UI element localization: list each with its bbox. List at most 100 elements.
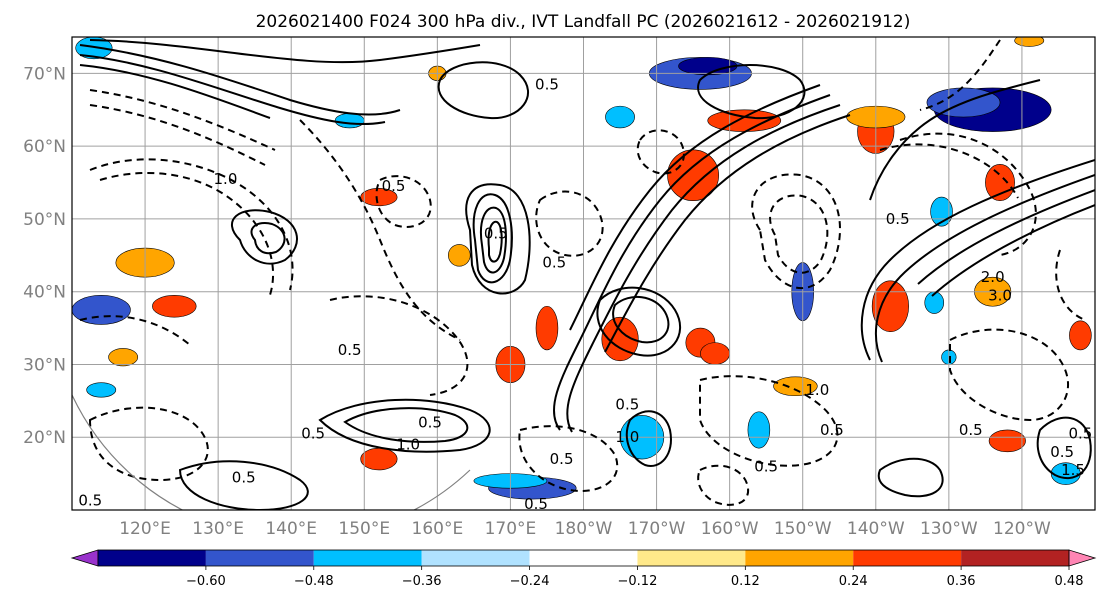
contour-label: 1.0	[214, 170, 238, 188]
contour-line	[875, 174, 1095, 363]
longitude-label: 180°W	[555, 519, 613, 539]
map-panel: 0.5 0.5 0.5 0.5 0.5 1.0 1.0 0.5 0.5 1.0 0.5 0.5 1.0 0…	[23, 36, 1096, 539]
contour-label: 0.5	[615, 395, 639, 413]
contour-label: 0.5	[1068, 425, 1092, 443]
colorbar-labels: −0.60 −0.48 −0.36 −0.24 −0.12 0.12 0.24 0.36 0.4…	[186, 566, 1084, 589]
contour-label: 1.5	[1061, 461, 1085, 479]
latitude-label: 70°N	[23, 64, 66, 84]
contour-line	[465, 183, 531, 295]
longitude-label: 120°E	[119, 519, 171, 539]
contour-line	[250, 222, 286, 255]
shaded-area	[152, 295, 197, 318]
longitude-labels: 120°E 130°E 140°E 150°E 160°E 170°E 180°W 170°W…	[119, 519, 1051, 539]
contour-label: 0.5	[232, 468, 256, 486]
contour-line	[89, 158, 294, 291]
contour-line	[518, 425, 619, 492]
contour-line	[899, 132, 1037, 256]
latitude-label: 20°N	[23, 428, 66, 448]
contour-line	[869, 79, 1041, 201]
contour-line	[879, 143, 1019, 199]
contour-line	[699, 375, 839, 467]
contour-label: 0.5	[382, 177, 406, 195]
colorbar-segment	[205, 550, 314, 566]
colorbar-label: −0.36	[402, 574, 442, 589]
shaded-area	[871, 280, 909, 333]
contour-line	[329, 295, 469, 396]
contour-line	[79, 54, 386, 125]
contour-line	[487, 220, 503, 263]
contour-line	[480, 206, 507, 274]
map-frame	[71, 36, 1096, 511]
shaded-area	[108, 348, 139, 367]
contour-label: 0.5	[484, 224, 508, 242]
contour-label: 2.0	[981, 268, 1005, 286]
contour-label: 0.5	[524, 495, 548, 513]
colorbar-extend-min	[70, 549, 99, 567]
contour-line	[949, 328, 1070, 422]
colorbar-segment	[529, 550, 638, 566]
colorbar-segment	[853, 550, 962, 566]
contour-line	[1036, 416, 1092, 480]
contour-label: 1.0	[805, 381, 829, 399]
ivt-contours	[79, 39, 1095, 510]
contour-line	[79, 64, 271, 119]
contour-line	[751, 173, 841, 289]
contour-line	[89, 39, 481, 64]
shaded-area	[360, 447, 398, 471]
contour-labels: 0.5 0.5 0.5 0.5 0.5 1.0 1.0 0.5 0.5 1.0 0.5 0.5 1.0 0…	[78, 75, 1092, 513]
colorbar-label: −0.48	[294, 574, 334, 589]
longitude-label: 150°W	[774, 519, 832, 539]
contour-line	[535, 190, 604, 257]
contour-line	[596, 286, 681, 357]
contour-label: 0.5	[754, 457, 778, 475]
colorbar-segment	[98, 550, 206, 566]
contour-line	[917, 189, 1095, 285]
contour-line	[625, 410, 672, 467]
latitude-label: 40°N	[23, 283, 66, 303]
shaded-area	[700, 342, 730, 365]
shaded-area	[535, 305, 559, 351]
colorbar-extend-max	[1068, 549, 1097, 567]
contour-line	[919, 39, 1001, 111]
colorbar-label: 0.36	[947, 574, 976, 589]
contour-label: 0.5	[550, 450, 574, 468]
contour-label: 0.5	[535, 75, 559, 93]
contour-line	[697, 64, 806, 120]
contour-line	[299, 119, 461, 341]
contour-line	[178, 460, 309, 510]
longitude-label: 150°E	[338, 519, 390, 539]
contour-line	[318, 398, 491, 453]
shaded-area	[707, 109, 782, 132]
contour-label: 0.5	[886, 210, 910, 228]
shaded-area	[773, 376, 818, 397]
contour-line	[769, 194, 829, 274]
shaded-area	[747, 411, 771, 449]
shaded-area	[601, 316, 639, 362]
contour-line	[636, 129, 685, 175]
colorbar-label: 0.48	[1055, 574, 1084, 589]
longitude-label: 120°W	[993, 519, 1051, 539]
colorbar-segment	[745, 550, 854, 566]
contour-line	[79, 44, 401, 116]
colorbar-label: 0.24	[839, 574, 868, 589]
colorbar-segments	[70, 549, 1097, 567]
colorbar-label: −0.24	[510, 574, 550, 589]
latitude-label: 30°N	[23, 355, 66, 375]
shaded-area	[334, 113, 365, 129]
latitude-label: 50°N	[23, 210, 66, 230]
contour-label: 3.0	[988, 286, 1012, 304]
contour-line	[79, 315, 191, 346]
contour-line	[877, 457, 944, 498]
contour-label: 0.5	[542, 254, 566, 272]
contour-line	[437, 61, 530, 120]
contour-line	[697, 464, 750, 506]
contour-line	[552, 94, 831, 431]
contour-label: 1.0	[396, 436, 420, 454]
colorbar-label: 0.12	[731, 574, 760, 589]
shaded-area	[360, 188, 398, 207]
projection-boundary-arc	[72, 394, 471, 510]
contour-label: 1.0	[615, 428, 639, 446]
contour-label: 0.5	[418, 414, 442, 432]
contour-line	[569, 84, 821, 331]
